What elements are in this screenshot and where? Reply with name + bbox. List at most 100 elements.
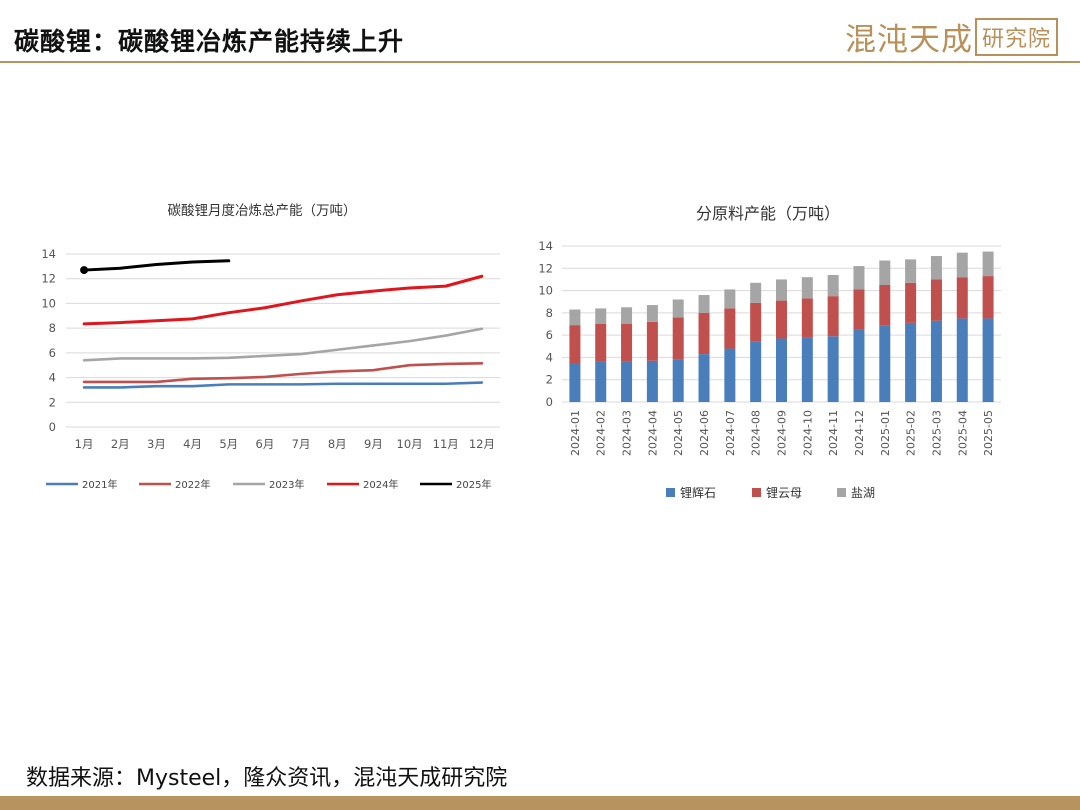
bar-segment-1 [672, 359, 684, 402]
bar-segment-3 [827, 274, 839, 297]
line-series-start-marker [80, 266, 89, 275]
line-series-5 [82, 259, 231, 272]
bar-segment-2 [646, 321, 658, 361]
bar-segment-2 [982, 276, 994, 319]
bar-segment-1 [569, 363, 581, 402]
bar-segment-1 [698, 354, 710, 402]
data-source-note: 数据来源：Mysteel，隆众资讯，混沌天成研究院 [26, 766, 508, 791]
line-chart-title: 碳酸锂月度冶炼总产能（万吨） [168, 203, 357, 219]
bar-segment-3 [879, 260, 891, 285]
bar-y-tick-label: 2 [546, 373, 553, 387]
bar-x-tick-label: 2024-03 [621, 410, 634, 456]
bar-segment-2 [853, 289, 865, 330]
bar-legend-swatch [666, 488, 675, 497]
line-y-tick-label: 4 [49, 371, 56, 385]
line-x-tick-label: 10月 [397, 437, 423, 451]
bar-legend-swatch [752, 488, 761, 497]
bar-segment-2 [956, 277, 968, 319]
page-title: 碳酸锂：碳酸锂冶炼产能持续上升 [14, 27, 405, 56]
bar-segment-3 [569, 309, 581, 326]
bar-x-tick-label: 2024-04 [646, 410, 659, 456]
bar-x-tick-label: 2025-02 [905, 410, 918, 456]
bar-segment-1 [724, 348, 736, 402]
bar-segment-3 [621, 307, 633, 324]
bar-x-tick-label: 2024-07 [724, 410, 737, 456]
bar-y-tick-label: 10 [538, 284, 553, 298]
bar-segment-2 [827, 296, 839, 337]
line-series-4 [82, 274, 484, 326]
bar-x-tick-label: 2024-01 [569, 410, 582, 456]
line-x-tick-label: 11月 [433, 437, 459, 451]
bar-segment-2 [621, 324, 633, 362]
company-logo: 混沌天成 研究院 [845, 14, 1058, 59]
bar-segment-1 [853, 329, 865, 402]
bar-x-tick-label: 2024-09 [776, 410, 789, 456]
line-x-tick-label: 1月 [75, 437, 94, 451]
bar-segment-2 [776, 300, 787, 339]
line-x-tick-label: 5月 [219, 437, 238, 451]
bar-segment-3 [698, 295, 710, 313]
line-chart: 碳酸锂月度冶炼总产能（万吨） 0 2 4 6 8 10 12 14 1月 2月 3月 4月 5月 6月 7月 8… [41, 203, 500, 491]
bar-segment-2 [569, 325, 581, 363]
bar-x-tick-label: 2025-03 [930, 410, 943, 456]
bar-segment-1 [621, 361, 633, 402]
line-legend-label: 2024年 [363, 478, 398, 491]
bar-x-tick-label: 2024-05 [672, 410, 685, 456]
bar-y-tick-label: 6 [546, 328, 553, 342]
bar-segment-2 [879, 285, 891, 326]
bar-segment-3 [776, 279, 787, 301]
bar-x-tick-label: 2024-12 [853, 410, 866, 456]
line-x-tick-label: 3月 [147, 437, 166, 451]
bar-segment-3 [853, 266, 865, 290]
line-x-tick-label: 6月 [256, 437, 275, 451]
bar-segment-1 [930, 320, 942, 402]
bar-segment-2 [801, 298, 813, 338]
bar-x-tick-label: 2025-01 [879, 410, 892, 456]
bar-segment-1 [776, 338, 787, 402]
bar-x-tick-label: 2024-10 [801, 410, 814, 456]
line-x-tick-label: 8月 [328, 437, 347, 451]
line-legend-label: 2022年 [175, 478, 210, 491]
bar-legend-label: 盐湖 [851, 485, 875, 500]
stacked-bar-chart: 分原料产能（万吨） 0 2 4 6 8 10 12 14 2024-01 2024-02 2024-0… [538, 204, 1001, 500]
bar-segment-1 [982, 318, 994, 402]
bar-segment-3 [956, 252, 968, 278]
footer-bar [0, 796, 1080, 810]
bar-legend-swatch [837, 488, 846, 497]
bar-y-tick-label: 0 [546, 395, 553, 409]
bar-segment-1 [827, 336, 839, 402]
bar-segment-1 [879, 325, 891, 402]
bar-segment-3 [672, 299, 684, 318]
bar-segment-3 [930, 256, 942, 280]
bar-legend-label: 锂云母 [766, 485, 802, 500]
line-y-tick-label: 8 [49, 321, 56, 335]
bar-y-tick-label: 4 [546, 350, 553, 364]
bar-segment-3 [595, 308, 607, 324]
bar-segment-3 [801, 277, 813, 299]
bar-segment-1 [646, 360, 658, 402]
bar-chart-title: 分原料产能（万吨） [696, 204, 840, 223]
line-y-tick-label: 10 [41, 296, 56, 310]
line-series-3 [82, 327, 484, 362]
logo-box-text: 研究院 [974, 17, 1058, 56]
bar-segment-2 [595, 324, 607, 362]
header-divider [0, 61, 1080, 63]
bar-legend-label: 锂辉石 [680, 485, 716, 500]
bar-x-tick-label: 2024-11 [827, 410, 840, 456]
line-y-tick-label: 12 [41, 272, 56, 286]
line-y-tick-label: 14 [41, 247, 56, 261]
line-y-tick-label: 0 [49, 420, 56, 434]
bar-segment-2 [750, 302, 762, 342]
bar-segment-2 [724, 308, 736, 349]
bar-x-tick-label: 2024-02 [595, 410, 608, 456]
bar-segment-1 [905, 322, 917, 402]
bar-segment-1 [595, 361, 607, 402]
bar-x-tick-label: 2024-06 [698, 410, 711, 456]
line-x-tick-label: 9月 [364, 437, 383, 451]
line-series-2 [82, 362, 484, 384]
line-y-tick-label: 6 [49, 346, 56, 360]
bar-segment-3 [750, 282, 762, 303]
bar-segment-2 [930, 279, 942, 321]
bar-x-tick-label: 2025-05 [982, 410, 995, 456]
bar-x-tick-label: 2024-08 [750, 410, 763, 456]
